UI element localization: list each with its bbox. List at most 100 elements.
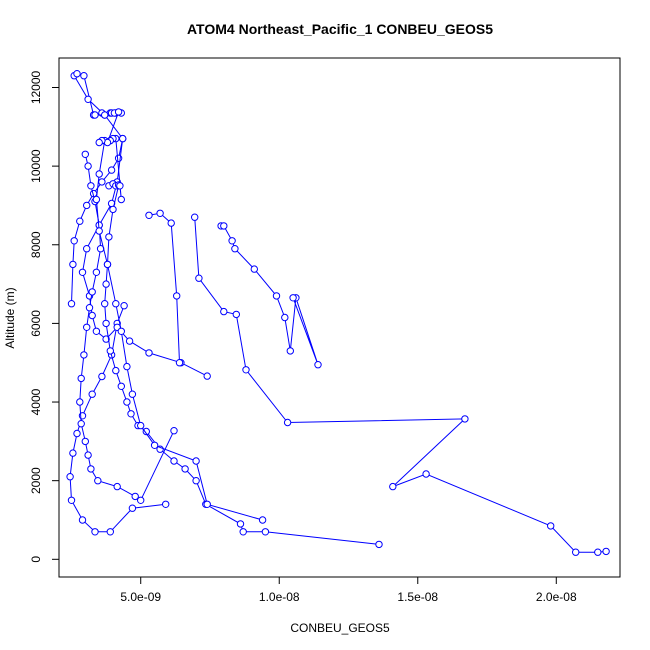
data-point	[192, 457, 200, 465]
data-point	[78, 268, 87, 276]
data-point	[92, 195, 101, 204]
data-point	[117, 382, 126, 390]
data-point	[81, 150, 90, 159]
data-point	[84, 162, 92, 170]
data-point	[95, 138, 103, 147]
data-point	[123, 362, 131, 371]
y-axis-label: Altitude (m)	[3, 287, 17, 348]
y-tick-label: 4000	[29, 388, 43, 415]
data-point	[91, 528, 99, 536]
data-point	[191, 213, 199, 221]
y-tick-label: 6000	[29, 310, 43, 337]
data-point	[175, 359, 184, 367]
data-point	[78, 516, 87, 524]
data-point	[66, 473, 74, 481]
data-point	[123, 398, 131, 406]
y-tick-label: 2000	[29, 467, 43, 494]
data-point	[286, 347, 294, 355]
data-point	[107, 166, 116, 174]
series-9	[217, 222, 322, 369]
data-point	[106, 528, 115, 536]
data-point	[85, 304, 94, 312]
data-point	[114, 108, 123, 116]
data-point	[167, 219, 175, 227]
y-tick-label: 12000	[29, 70, 43, 104]
data-point	[195, 274, 203, 282]
data-point	[170, 457, 178, 465]
data-point	[70, 237, 78, 245]
data-point	[232, 310, 241, 319]
data-point	[76, 398, 84, 406]
data-point	[228, 237, 236, 245]
data-point	[92, 327, 101, 335]
x-tick-label: 2.0e-08	[536, 590, 577, 604]
data-point	[84, 451, 92, 459]
data-point	[101, 111, 109, 119]
data-point	[281, 313, 289, 322]
x-axis: 5.0e-09 1.0e-08 1.5e-08 2.0e-08	[120, 576, 577, 604]
data-point	[102, 335, 110, 343]
data-point	[203, 372, 211, 380]
data-point	[69, 449, 77, 457]
data-point	[116, 182, 124, 190]
data-point	[112, 366, 120, 375]
data-point	[261, 528, 270, 536]
data-point	[120, 302, 128, 310]
data-point	[84, 95, 92, 104]
series-8	[191, 213, 610, 556]
data-point	[150, 441, 159, 449]
data-point	[69, 260, 77, 269]
data-point	[162, 500, 170, 508]
x-axis-label: CONBEU_GEOS5	[290, 621, 390, 635]
series-line	[148, 212, 180, 363]
data-point	[242, 366, 250, 374]
data-point	[117, 195, 126, 204]
data-point	[77, 420, 85, 428]
data-point	[102, 319, 110, 328]
data-point	[92, 268, 101, 276]
data-point	[101, 300, 109, 308]
data-point	[137, 496, 145, 504]
data-point	[87, 465, 95, 473]
data-point	[203, 500, 211, 508]
data-point	[170, 427, 178, 435]
data-point	[81, 437, 90, 446]
data-point	[98, 372, 106, 381]
data-point	[142, 427, 151, 436]
data-point	[87, 182, 95, 190]
data-point	[125, 337, 134, 345]
data-point	[109, 205, 117, 214]
data-point	[128, 390, 137, 398]
y-axis: 0 2000 4000 6000 8000 10000 12000	[29, 70, 60, 563]
data-point	[98, 178, 106, 186]
data-point	[88, 311, 96, 320]
series-6	[92, 136, 267, 524]
series-layer	[66, 70, 610, 556]
data-point	[88, 390, 96, 398]
data-point	[113, 482, 121, 491]
data-point	[220, 222, 228, 230]
data-point	[594, 548, 602, 556]
data-point	[128, 504, 137, 512]
chart-title: ATOM4 Northeast_Pacific_1 CONBEU_GEOS5	[187, 21, 493, 37]
data-point	[117, 327, 126, 335]
data-point	[181, 465, 189, 473]
y-tick-label: 8000	[29, 231, 43, 258]
data-point	[112, 300, 120, 308]
data-point	[77, 374, 85, 383]
data-point	[602, 547, 610, 556]
data-point	[91, 111, 99, 119]
data-point	[220, 307, 228, 316]
data-point	[250, 265, 259, 273]
data-point	[283, 418, 292, 427]
data-point	[572, 548, 580, 556]
data-point	[145, 349, 153, 357]
data-point	[95, 227, 103, 235]
data-point	[156, 209, 164, 218]
series-4	[101, 182, 383, 549]
data-point	[547, 522, 555, 530]
data-point	[67, 300, 76, 308]
x-tick-label: 5.0e-09	[120, 590, 161, 604]
data-point	[103, 260, 112, 269]
